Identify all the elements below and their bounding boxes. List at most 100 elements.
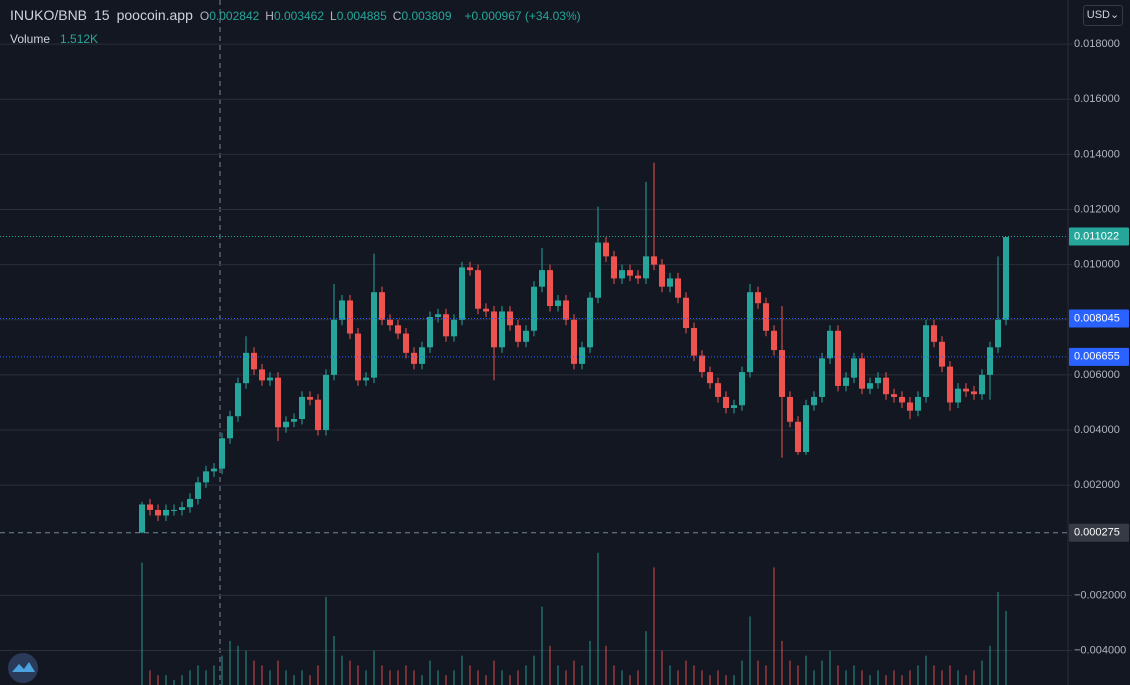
volume-bar: [925, 655, 927, 685]
candle-body: [875, 377, 881, 384]
volume-bar: [405, 665, 407, 685]
volume-bar: [597, 552, 599, 685]
volume-bar: [293, 675, 295, 685]
candle-body: [675, 278, 681, 298]
candle-body: [827, 330, 833, 359]
volume-bar: [389, 670, 391, 685]
volume-bar: [805, 655, 807, 685]
candle-body: [195, 482, 201, 499]
volume-bar: [909, 670, 911, 685]
candle-body: [139, 504, 145, 533]
candle-body: [211, 468, 217, 472]
candle-body: [587, 297, 593, 348]
candle-body: [659, 264, 665, 287]
volume-bar: [365, 670, 367, 685]
price-label: 0.000275: [1074, 527, 1120, 539]
candle-body: [283, 421, 289, 428]
candle-body: [595, 242, 601, 298]
candle-body: [851, 358, 857, 378]
candle-body: [219, 438, 225, 469]
candle-body: [539, 270, 545, 287]
candle-body: [843, 377, 849, 386]
volume-bar: [749, 616, 751, 685]
candle-body: [323, 374, 329, 431]
volume-bar: [613, 665, 615, 685]
candle-body: [947, 366, 953, 403]
volume-bar: [277, 660, 279, 685]
volume-bar: [477, 670, 479, 685]
interval: 15: [94, 7, 110, 23]
candle-body: [619, 270, 625, 279]
y-tick-label: 0.018000: [1074, 38, 1120, 50]
volume-bar: [181, 675, 183, 685]
candle-body: [667, 278, 673, 287]
volume-bar: [253, 660, 255, 685]
y-tick-label: 0.012000: [1074, 203, 1120, 215]
volume-bar: [565, 670, 567, 685]
volume-bar: [725, 675, 727, 685]
volume-bar: [621, 670, 623, 685]
legend: INUKO/BNB 15 poocoin.app O0.002842 H0.003…: [10, 7, 581, 23]
candle-body: [923, 325, 929, 397]
candle-body: [371, 292, 377, 378]
candle-body: [163, 509, 169, 516]
candle-body: [683, 297, 689, 329]
candle-body: [243, 352, 249, 384]
candle-body: [787, 396, 793, 422]
candle-body: [835, 330, 841, 386]
volume-bar: [501, 670, 503, 685]
volume-bar: [517, 670, 519, 685]
candle-body: [291, 418, 297, 422]
volume-bar: [877, 670, 879, 685]
volume-bar: [213, 665, 215, 685]
field-value: 0.002842: [209, 9, 260, 23]
candle-body: [403, 333, 409, 353]
volume-bar: [901, 675, 903, 685]
volume-bar: [245, 650, 247, 685]
volume-bar: [933, 665, 935, 685]
volume-bar: [261, 665, 263, 685]
currency-button[interactable]: USD⌄: [1083, 5, 1123, 26]
volume-bar: [141, 562, 143, 685]
candle-body: [803, 405, 809, 453]
volume-bar: [317, 665, 319, 685]
candle-body: [443, 314, 449, 337]
y-tick-label: 0.006000: [1074, 369, 1120, 381]
volume-bar: [821, 660, 823, 685]
candle-body: [899, 396, 905, 403]
volume-bar: [773, 567, 775, 685]
field-key: H: [265, 9, 274, 23]
volume-bar: [829, 650, 831, 685]
candle-body: [707, 372, 713, 384]
candle-body: [171, 509, 177, 511]
volume-bar: [717, 670, 719, 685]
volume-bar: [469, 665, 471, 685]
volume-value: 1.512K: [60, 32, 99, 46]
price-label-bg: [1069, 347, 1129, 366]
candle-body: [419, 347, 425, 364]
volume-bar: [837, 665, 839, 685]
volume-bar: [493, 660, 495, 685]
ohlc: O0.002842 H0.003462 L0.004885 C0.003809: [200, 9, 458, 23]
candle-body: [979, 374, 985, 395]
candle-body: [939, 341, 945, 367]
volume-bar: [173, 680, 175, 685]
volume-bar: [485, 675, 487, 685]
candle-body: [475, 270, 481, 309]
volume-bar: [813, 670, 815, 685]
volume-bar: [189, 670, 191, 685]
candle-body: [611, 256, 617, 279]
volume-bar: [797, 665, 799, 685]
volume-bar: [869, 675, 871, 685]
candle-body: [931, 325, 937, 342]
volume-bar: [557, 665, 559, 685]
candle-body: [435, 314, 441, 318]
volume-bar: [853, 665, 855, 685]
volume-bar: [885, 675, 887, 685]
candle-body: [275, 377, 281, 428]
candle-body: [451, 319, 457, 337]
volume-bar: [165, 675, 167, 685]
volume-bar: [325, 596, 327, 685]
volume-bar: [541, 606, 543, 685]
field-value: 0.003462: [273, 9, 325, 23]
